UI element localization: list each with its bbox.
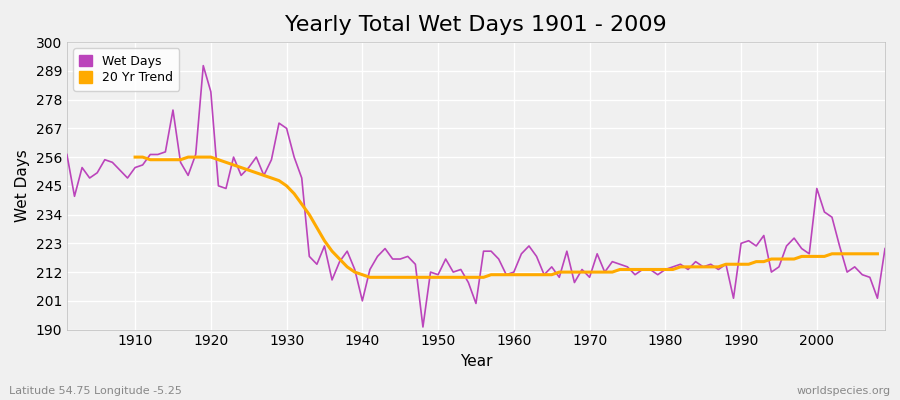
Legend: Wet Days, 20 Yr Trend: Wet Days, 20 Yr Trend [73, 48, 179, 91]
Y-axis label: Wet Days: Wet Days [15, 150, 30, 222]
Text: worldspecies.org: worldspecies.org [796, 386, 891, 396]
Text: Latitude 54.75 Longitude -5.25: Latitude 54.75 Longitude -5.25 [9, 386, 182, 396]
Title: Yearly Total Wet Days 1901 - 2009: Yearly Total Wet Days 1901 - 2009 [285, 15, 667, 35]
X-axis label: Year: Year [460, 354, 492, 369]
